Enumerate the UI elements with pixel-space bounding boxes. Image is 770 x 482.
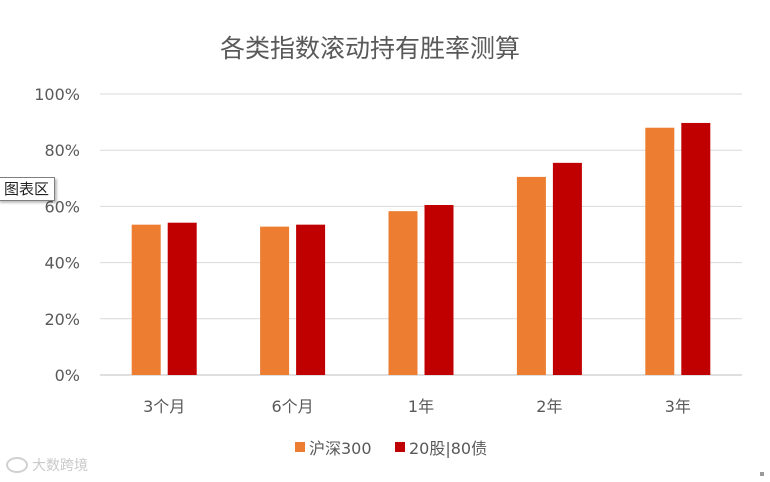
y-tick-label: 0% (55, 366, 80, 385)
watermark-text: 大数跨境 (32, 458, 88, 474)
x-tick-label: 3年 (665, 397, 691, 416)
chart-area-tooltip: 图表区 (0, 177, 56, 201)
bar-hs300-1 (260, 226, 290, 375)
chart-title: 各类指数滚动持有胜率测算 (220, 34, 520, 63)
bar-20-80-0 (167, 222, 197, 375)
bar-hs300-3 (516, 176, 546, 375)
legend-label: 20股|80债 (409, 439, 487, 458)
bar-hs300-4 (645, 127, 675, 375)
y-tick-label: 100% (34, 85, 80, 104)
x-axis: 3个月 6个月 1年 2年 3年 (143, 397, 691, 416)
legend: 沪深300 20股|80债 (295, 439, 487, 458)
bars (131, 122, 711, 376)
bar-20-80-3 (552, 162, 582, 375)
x-tick-label: 6个月 (272, 397, 314, 416)
x-tick-label: 2年 (536, 397, 562, 416)
bar-20-80-1 (296, 224, 326, 375)
gridlines (100, 93, 742, 376)
corner-mark (760, 472, 764, 476)
legend-swatch (295, 442, 305, 452)
y-tick-label: 80% (44, 141, 80, 160)
x-tick-label: 1年 (408, 397, 434, 416)
bar-hs300-2 (388, 211, 418, 375)
bar-20-80-4 (681, 122, 711, 376)
y-tick-label: 40% (44, 254, 80, 273)
y-axis: 0% 20% 40% 60% 80% 100% (34, 85, 80, 385)
legend-swatch (395, 442, 405, 452)
y-tick-label: 20% (44, 310, 80, 329)
watermark: 大数跨境 (6, 455, 88, 475)
bar-20-80-2 (424, 204, 454, 375)
bar-hs300-0 (131, 224, 161, 375)
legend-label: 沪深300 (309, 439, 372, 458)
x-tick-label: 3个月 (143, 397, 185, 416)
y-tick-label: 60% (44, 197, 80, 216)
watermark-logo-icon (6, 457, 28, 473)
